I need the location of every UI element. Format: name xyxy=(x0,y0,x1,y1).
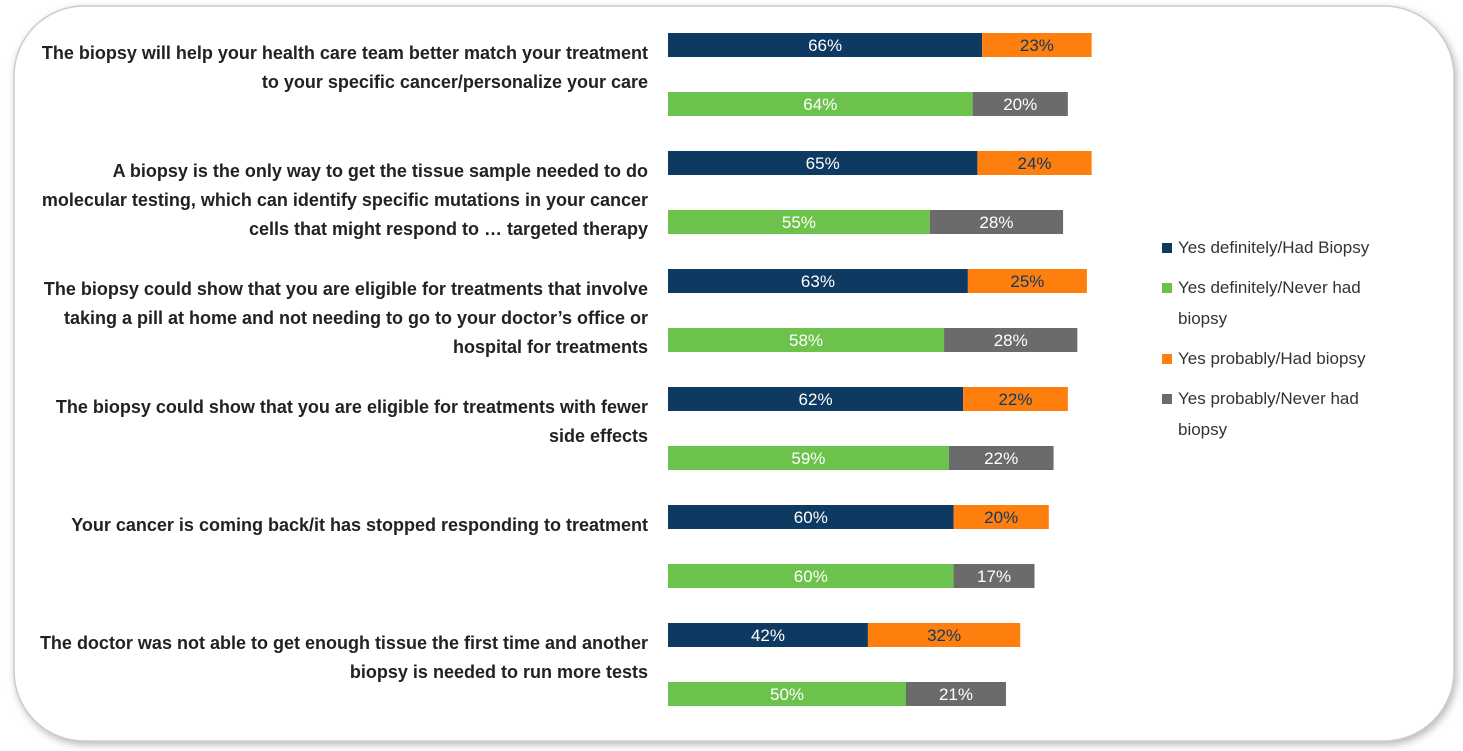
bar-segment xyxy=(668,328,945,352)
data-label: 23% xyxy=(1020,36,1054,55)
data-label: 24% xyxy=(1018,154,1052,173)
bar-segment xyxy=(668,92,973,116)
bar-segment xyxy=(982,33,1092,57)
legend-label: Yes definitely/Had Biopsy xyxy=(1178,238,1370,257)
legend-item: Yes definitely/Never had biopsy xyxy=(1162,272,1432,334)
bar-segment xyxy=(668,269,968,293)
bar-segment xyxy=(972,92,1068,116)
frame xyxy=(13,5,1455,742)
legend-swatch xyxy=(1162,354,1172,364)
bar-segment xyxy=(668,33,983,57)
bar-segment xyxy=(977,151,1092,175)
data-label: 17% xyxy=(977,567,1011,586)
category-label: The doctor was not able to get enough ti… xyxy=(39,633,648,682)
data-label: 63% xyxy=(801,272,835,291)
bar-segment xyxy=(668,210,930,234)
legend-label: Yes definitely/Never had biopsy xyxy=(1178,278,1361,328)
legend: Yes definitely/Had Biopsy Yes definitely/… xyxy=(1162,232,1432,454)
data-label: 60% xyxy=(794,567,828,586)
data-label: 66% xyxy=(808,36,842,55)
category-label: A biopsy is the only way to get the tiss… xyxy=(41,161,648,239)
bar-segment xyxy=(668,564,954,588)
bar-segment xyxy=(953,564,1035,588)
bar-segment xyxy=(668,151,978,175)
bar-segment xyxy=(963,387,1068,411)
bar-segment xyxy=(668,682,906,706)
legend-label: Yes probably/Never had biopsy xyxy=(1178,389,1359,439)
bar-segment xyxy=(668,505,954,529)
data-label: 28% xyxy=(979,213,1013,232)
data-label: 62% xyxy=(799,390,833,409)
data-label: 20% xyxy=(1003,95,1037,114)
data-label: 59% xyxy=(791,449,825,468)
data-label: 20% xyxy=(984,508,1018,527)
data-label: 58% xyxy=(789,331,823,350)
category-label: The biopsy could show that you are eligi… xyxy=(55,397,648,446)
data-label: 65% xyxy=(806,154,840,173)
bar-segment xyxy=(906,682,1006,706)
data-label: 21% xyxy=(939,685,973,704)
data-label: 42% xyxy=(751,626,785,645)
bar-segment xyxy=(948,446,1054,470)
data-label: 60% xyxy=(794,508,828,527)
bar-segment xyxy=(929,210,1064,234)
bar-segment xyxy=(953,505,1049,529)
legend-item: Yes definitely/Had Biopsy xyxy=(1162,232,1432,263)
bar-segment xyxy=(668,446,949,470)
legend-label: Yes probably/Had biopsy xyxy=(1178,349,1366,368)
bar-segment xyxy=(668,387,964,411)
legend-swatch xyxy=(1162,243,1172,253)
legend-swatch xyxy=(1162,283,1172,293)
legend-swatch xyxy=(1162,394,1172,404)
data-label: 22% xyxy=(998,390,1032,409)
data-label: 64% xyxy=(803,95,837,114)
legend-item: Yes probably/Never had biopsy xyxy=(1162,383,1432,445)
data-label: 25% xyxy=(1010,272,1044,291)
bar-segment xyxy=(668,623,868,647)
data-label: 55% xyxy=(782,213,816,232)
category-label: Your cancer is coming back/it has stoppe… xyxy=(71,515,648,535)
bar-segment xyxy=(967,269,1087,293)
data-label: 50% xyxy=(770,685,804,704)
bar-segment xyxy=(867,623,1021,647)
data-label: 32% xyxy=(927,626,961,645)
category-label: The biopsy could show that you are eligi… xyxy=(43,279,648,357)
bar-segment xyxy=(944,328,1078,352)
legend-item: Yes probably/Had biopsy xyxy=(1162,343,1432,374)
data-label: 28% xyxy=(994,331,1028,350)
data-label: 22% xyxy=(984,449,1018,468)
category-label: The biopsy will help your health care te… xyxy=(41,43,648,92)
